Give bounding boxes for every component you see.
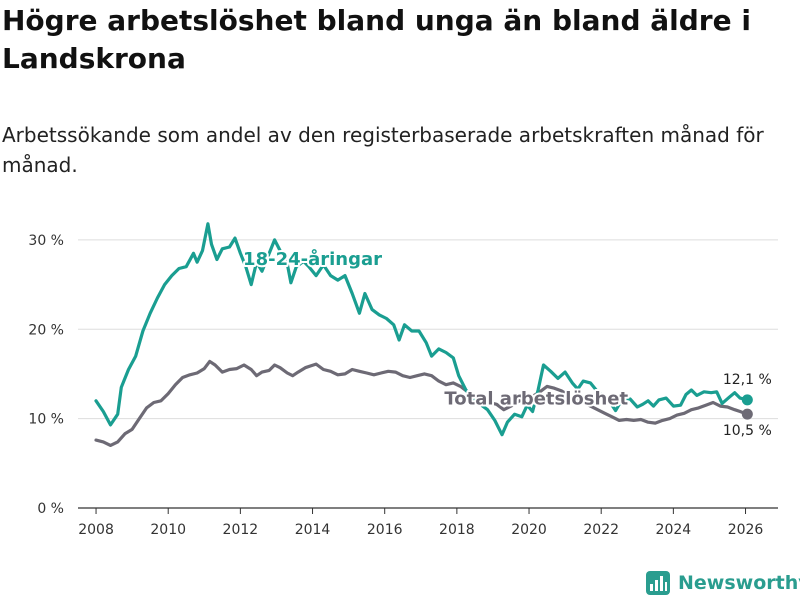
x-tick-label: 2024	[656, 522, 692, 538]
youth-end-value-label: 12,1 %	[723, 372, 772, 388]
x-tick-label: 2018	[439, 522, 475, 538]
brand-logo: Newsworthy	[646, 568, 800, 598]
y-tick-label: 30 %	[28, 233, 64, 249]
chart-subtitle: Arbetssökande som andel av den registerb…	[2, 123, 764, 177]
youth-unemployment-line	[94, 222, 749, 437]
total-series-label: Total arbetslöshet	[444, 388, 628, 409]
x-tick-label: 2020	[511, 522, 547, 538]
y-tick-label: 10 %	[28, 412, 64, 428]
youth-series-label: 18-24-åringar	[243, 248, 382, 270]
x-tick-label: 2010	[150, 522, 186, 538]
total-endpoint-dot	[741, 408, 753, 420]
x-tick-label: 2014	[295, 522, 331, 538]
bar-chart-icon	[646, 571, 670, 595]
brand-name: Newsworthy	[678, 572, 800, 594]
total-unemployment-line	[94, 359, 749, 447]
youth-endpoint-dot	[741, 394, 753, 406]
y-tick-label: 20 %	[28, 322, 64, 338]
x-tick-label: 2012	[223, 522, 259, 538]
x-tick-label: 2016	[367, 522, 403, 538]
x-tick-label: 2022	[583, 522, 619, 538]
total-end-value-label: 10,5 %	[723, 423, 772, 439]
x-tick-label: 2008	[78, 522, 114, 538]
x-tick-label: 2026	[728, 522, 764, 538]
chart-title: Högre arbetslöshet bland unga än bland ä…	[2, 4, 751, 75]
y-tick-label: 0 %	[37, 501, 64, 517]
